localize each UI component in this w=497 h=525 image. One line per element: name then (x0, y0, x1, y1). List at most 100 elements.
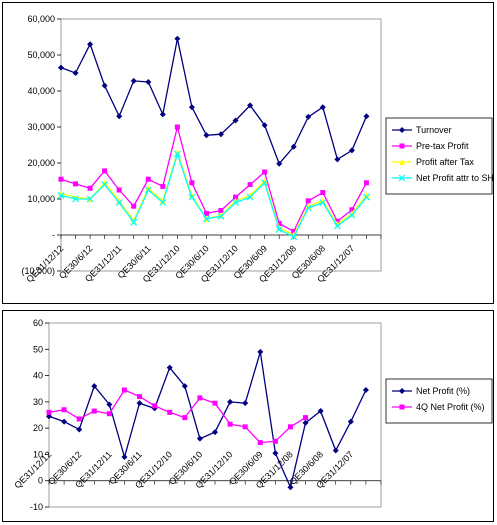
c1-data-point (218, 131, 224, 138)
c1-data-point (203, 210, 209, 216)
c1-data-point (173, 150, 181, 158)
c1-data-point (57, 191, 65, 199)
c1-data-point (174, 35, 181, 42)
c2-series-0 (46, 348, 369, 491)
c1-data-point (348, 210, 355, 217)
c1-data-point (305, 113, 312, 120)
c2-data-point (76, 416, 82, 422)
c2-data-point (212, 429, 218, 436)
c1-data-point (130, 77, 137, 84)
financials-chart: (10,000) - 10,000 20,000 30,000 40,000 50,000 6… (21, 14, 493, 284)
c1-data-point (87, 41, 94, 48)
c1-series-0 (58, 35, 370, 167)
c1-legend-label: Profit after Tax (416, 157, 474, 167)
c1-data-point (232, 117, 239, 124)
c1-data-point (72, 195, 79, 203)
c2-data-point (317, 408, 324, 415)
c1-legend-marker (399, 143, 405, 149)
c2-legend-box (385, 378, 493, 424)
c1-data-point (72, 70, 79, 76)
c2-series-1 (46, 387, 309, 446)
c2-data-point (303, 415, 309, 421)
c1-data-point (101, 82, 108, 89)
c1-data-point (233, 194, 239, 200)
c2-data-point (166, 364, 173, 371)
c2-data-point (287, 484, 294, 491)
c1-data-point (203, 132, 210, 139)
c1-data-point (159, 111, 166, 118)
c1-data-point (160, 183, 166, 189)
c2-data-point (121, 387, 127, 393)
c2-data-point (242, 424, 248, 430)
c1-data-point (304, 204, 312, 212)
c1-data-point (333, 222, 341, 230)
c1-data-point (159, 199, 167, 207)
c1-data-point (116, 197, 123, 204)
c2-data-point (167, 409, 173, 415)
margins-chart: -100102030405060QE31/12/12QE30/6/12QE31/… (12, 318, 493, 512)
c2-data-point (362, 387, 369, 394)
c1-series-line (60, 38, 368, 165)
c2-plot-area (48, 322, 382, 508)
c2-data-point (182, 415, 188, 421)
c2-data-point (46, 409, 52, 415)
c1-data-point (87, 185, 93, 191)
c1-data-point (363, 192, 370, 199)
c2-data-point (272, 450, 279, 457)
c1-y-tick-label: 10,000 (27, 194, 55, 204)
c2-legend-label: Net Profit (%) (416, 386, 470, 396)
c2-data-point (121, 454, 128, 461)
c1-data-point (203, 215, 210, 223)
c2-series-line (48, 351, 367, 490)
c2-data-point (91, 383, 98, 390)
c2-data-point (46, 413, 52, 420)
c1-data-point (262, 169, 268, 175)
c2-data-point (61, 407, 67, 413)
c1-data-point (188, 104, 195, 111)
c1-data-point (247, 182, 253, 188)
c2-data-point (91, 408, 97, 414)
c1-data-point (58, 176, 64, 182)
c1-y-tick-label: 40,000 (27, 86, 55, 96)
c1-plot-area (60, 18, 382, 272)
c1-data-point (276, 220, 282, 226)
c2-y-tick-label: 40 (33, 371, 43, 381)
c2-data-point (76, 426, 83, 433)
c1-data-point (291, 228, 297, 234)
c2-data-point (332, 447, 339, 454)
c1-y-tick-label: 60,000 (27, 14, 55, 24)
c1-y-tick-label: 30,000 (27, 122, 55, 132)
c1-data-point (145, 176, 151, 182)
c1-data-point (116, 187, 122, 193)
c1-legend-marker (399, 127, 405, 133)
c1-data-point (102, 168, 108, 174)
c1-series-line (60, 126, 368, 233)
c1-data-point (349, 207, 355, 213)
c2-data-point (152, 403, 158, 409)
c1-legend-label: Pre-tax Profit (416, 141, 469, 151)
c1-data-point (189, 180, 195, 186)
c1-data-point (247, 102, 254, 109)
c1-data-point (145, 185, 152, 192)
c2-data-point (257, 348, 264, 355)
c1-data-point (261, 178, 268, 184)
c2-y-tick-label: 60 (33, 318, 43, 328)
c2-legend-marker (399, 404, 405, 410)
c1-data-point (275, 226, 283, 234)
c1-data-point (115, 199, 123, 207)
c1-data-point (348, 147, 355, 154)
c1-data-point (363, 180, 369, 186)
c2-data-point (347, 418, 354, 425)
c2-data-point (302, 419, 309, 426)
c1-data-point (101, 179, 108, 186)
c1-data-point (116, 113, 123, 120)
c1-series-line (60, 151, 368, 238)
c1-data-point (130, 217, 137, 224)
c2-data-point (136, 400, 143, 407)
c1-data-point (73, 181, 79, 187)
c2-data-point (61, 418, 68, 425)
c2-legend-marker (399, 388, 405, 394)
c1-data-point (145, 79, 152, 85)
c2-data-point (181, 383, 188, 390)
c1-data-point (101, 181, 109, 189)
